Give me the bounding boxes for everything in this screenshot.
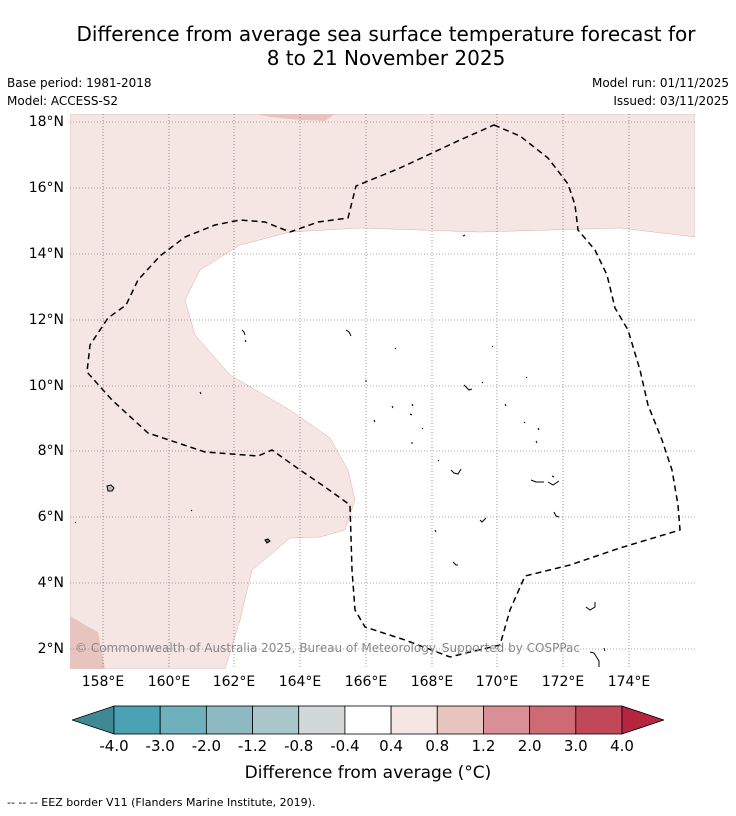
lon-label: 158°E: [81, 674, 125, 690]
colorbar-label: Difference from average (°C): [244, 763, 492, 783]
lat-label: 16°N: [28, 180, 64, 196]
colorbar-segment: [159, 705, 207, 735]
lon-label: 174°E: [607, 674, 651, 690]
colorbar-segment: [529, 705, 577, 735]
model-run: Model run: 01/11/2025: [591, 76, 729, 90]
colorbar: [72, 705, 664, 735]
colorbar-segment: [113, 705, 161, 735]
colorbar-tick-label: -2.0: [191, 737, 221, 755]
colorbar-segment: [483, 705, 531, 735]
colorbar-tick-label: 0.8: [425, 737, 450, 755]
lon-label: 160°E: [147, 674, 191, 690]
colorbar-tick-label: -0.4: [330, 737, 360, 755]
lat-label: 2°N: [37, 641, 64, 657]
eez-border: [86, 124, 681, 658]
colorbar-tick-label: -4.0: [99, 737, 129, 755]
eez-footnote: -- -- -- EEZ border V11 (Flanders Marine…: [7, 796, 316, 809]
colorbar-extend-low: [72, 705, 115, 735]
lon-label: 166°E: [344, 674, 388, 690]
colorbar-segment: [205, 705, 253, 735]
lat-label: 4°N: [37, 575, 64, 591]
colorbar-segment: [390, 705, 438, 735]
colorbar-segment: [252, 705, 300, 735]
lon-label: 172°E: [541, 674, 585, 690]
colorbar-tick-label: 1.2: [471, 737, 496, 755]
colorbar-segment: [298, 705, 346, 735]
lat-label: 10°N: [28, 378, 64, 394]
title-line-2: 8 to 21 November 2025: [266, 46, 506, 70]
colorbar-tick-label: 2.0: [517, 737, 542, 755]
colorbar-segment: [436, 705, 484, 735]
lon-label: 164°E: [278, 674, 322, 690]
colorbar-tick-label: -0.8: [284, 737, 314, 755]
lon-label: 168°E: [410, 674, 454, 690]
lat-label: 8°N: [37, 443, 64, 459]
colorbar-extend-high: [621, 705, 664, 735]
colorbar-segment: [575, 705, 623, 735]
copyright-text: © Commonwealth of Australia 2025, Bureau…: [75, 641, 580, 655]
title-line-1: Difference from average sea surface temp…: [76, 22, 696, 46]
lat-label: 6°N: [37, 509, 64, 525]
anomaly-region-0-4-0-8: [70, 114, 695, 669]
colorbar-tick-label: 0.4: [379, 737, 403, 755]
colorbar-segment: [344, 705, 392, 735]
lat-label: 14°N: [28, 246, 64, 262]
lat-label: 18°N: [28, 114, 64, 130]
anomaly-region-0-8-1-2-southwest: [70, 616, 105, 669]
colorbar-tick-label: -1.2: [237, 737, 268, 755]
colorbar-tick-label: 3.0: [563, 737, 588, 755]
anomaly-region-0-8-1-2-north: [255, 114, 335, 121]
lon-label: 170°E: [475, 674, 519, 690]
colorbar-tick-label: 4.0: [610, 737, 634, 755]
issued-date: Issued: 03/11/2025: [613, 94, 729, 108]
sst-anomaly-map: [70, 114, 695, 669]
base-period: Base period: 1981-2018: [7, 76, 152, 90]
islands: [74, 234, 606, 667]
lat-label: 12°N: [28, 312, 64, 328]
model-name: Model: ACCESS-S2: [7, 94, 119, 108]
meta-left: Base period: 1981-2018 Model: ACCESS-S2: [7, 74, 152, 110]
graticule: [70, 114, 695, 669]
colorbar-tick-label: -3.0: [145, 737, 175, 755]
meta-right: Model run: 01/11/2025 Issued: 03/11/2025: [592, 74, 729, 110]
chart-title: Difference from average sea surface temp…: [0, 22, 736, 70]
lon-label: 162°E: [212, 674, 256, 690]
